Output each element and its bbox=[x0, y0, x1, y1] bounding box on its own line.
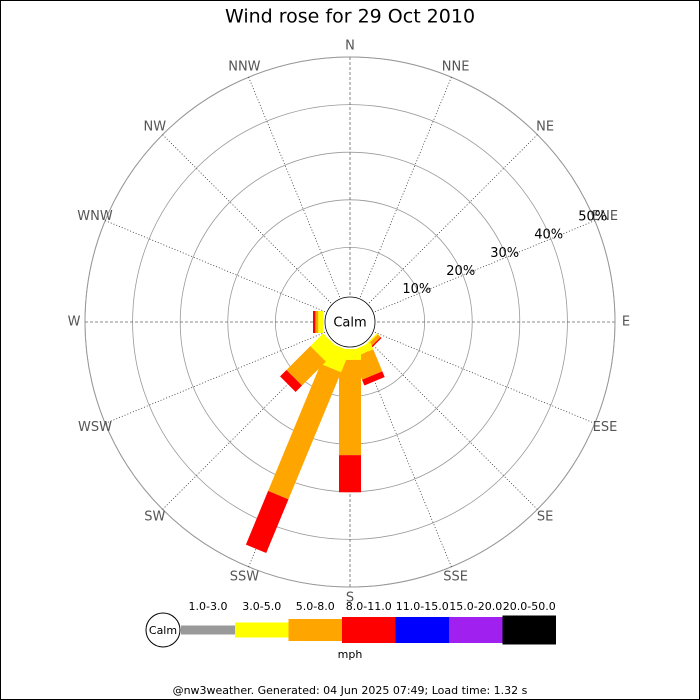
bar-segment bbox=[339, 349, 361, 360]
direction-label: WSW bbox=[78, 420, 112, 435]
r-tick-label: 40% bbox=[534, 228, 563, 243]
spoke bbox=[374, 220, 595, 313]
direction-label: ENE bbox=[592, 209, 618, 224]
legend-label: 5.0-8.0 bbox=[296, 600, 335, 613]
chart-title: Wind rose for 29 Oct 2010 bbox=[225, 6, 475, 28]
spoke bbox=[368, 340, 538, 510]
legend-label: 20.0-50.0 bbox=[503, 600, 556, 613]
r-tick-label: 10% bbox=[402, 282, 431, 297]
direction-label: E bbox=[622, 315, 630, 330]
plot: N NNE NE ENE E ESE SE SSE S SSW SW WSW W WNW NW NNW Calm… bbox=[68, 39, 631, 606]
bar-segment bbox=[310, 333, 339, 362]
r-tick-label: 50% bbox=[578, 209, 607, 224]
legend-swatch bbox=[342, 617, 396, 643]
legend-label: 3.0-5.0 bbox=[242, 600, 281, 613]
direction-label: NNE bbox=[442, 60, 470, 75]
spoke bbox=[374, 331, 595, 424]
direction-label: SW bbox=[144, 510, 165, 525]
bar-segment bbox=[268, 363, 342, 500]
spoke bbox=[359, 346, 452, 567]
direction-label: WNW bbox=[77, 209, 113, 224]
direction-label: W bbox=[68, 315, 81, 330]
calm-circle bbox=[324, 296, 376, 348]
direction-label: SSE bbox=[443, 569, 468, 584]
bar-segment bbox=[286, 346, 326, 386]
legend-unit: mph bbox=[338, 648, 363, 661]
bar-segment bbox=[339, 359, 361, 456]
legend-swatch bbox=[288, 619, 342, 641]
direction-label: NE bbox=[536, 119, 554, 134]
legend: Calm 1.0-3.0 3.0-5.0 5.0-8.0 8.0-11.0 11.0-15… bbox=[145, 600, 556, 661]
spoke bbox=[248, 77, 341, 298]
direction-label: N bbox=[345, 39, 355, 54]
r-tick-label: 30% bbox=[490, 246, 519, 261]
calm-label: Calm bbox=[333, 316, 366, 331]
legend-label: 11.0-15.0 bbox=[396, 600, 449, 613]
bar-segment bbox=[362, 371, 385, 386]
direction-label: ESE bbox=[593, 420, 618, 435]
bar-segment bbox=[245, 490, 289, 554]
spoke bbox=[105, 331, 326, 424]
footer: @nw3weather. Generated: 04 Jun 2025 07:4… bbox=[173, 684, 528, 697]
direction-label: NW bbox=[144, 119, 167, 134]
legend-swatch bbox=[449, 617, 503, 643]
legend-swatch bbox=[395, 617, 449, 643]
direction-label: SSW bbox=[230, 569, 260, 584]
bar-segment bbox=[318, 311, 323, 333]
bar-segment bbox=[339, 455, 361, 493]
legend-swatch bbox=[235, 622, 289, 638]
direction-label: S bbox=[346, 591, 354, 606]
bar-segment bbox=[315, 311, 319, 333]
spoke bbox=[359, 77, 452, 298]
bar-segment bbox=[280, 370, 302, 392]
legend-label: 15.0-20.0 bbox=[449, 600, 502, 613]
legend-calm-circle bbox=[145, 612, 181, 648]
spoke bbox=[162, 134, 332, 304]
legend-swatch bbox=[181, 625, 235, 635]
legend-calm-label: Calm bbox=[149, 624, 177, 637]
legend-swatch bbox=[502, 615, 556, 645]
legend-label: 1.0-3.0 bbox=[189, 600, 228, 613]
legend-label: 8.0-11.0 bbox=[346, 600, 392, 613]
spoke bbox=[368, 134, 538, 304]
direction-label: NNW bbox=[228, 60, 260, 75]
spoke bbox=[105, 220, 326, 313]
bar-segment bbox=[313, 311, 316, 333]
direction-label: SE bbox=[537, 510, 553, 525]
r-tick-label: 20% bbox=[446, 264, 475, 279]
